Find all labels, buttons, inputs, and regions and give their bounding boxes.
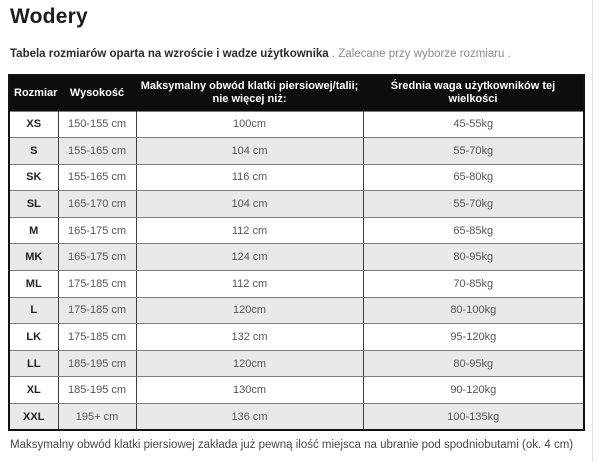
table-row: S 155-165 cm 104 cm 55-70kg: [8, 137, 585, 165]
weight-cell: 80-95kg: [362, 349, 585, 378]
header-waga: Średnia waga użytkowników tej wielkości: [363, 75, 584, 111]
weight-cell: 65-80kg: [362, 163, 585, 192]
chest-cell: 104 cm: [135, 190, 364, 218]
table-row: MK 165-175 cm 124 cm 80-95kg: [8, 243, 585, 272]
header-rozmiar: Rozmiar: [9, 75, 58, 111]
table-row: SL 165-170 cm 104 cm 55-70kg: [8, 190, 585, 218]
table-row: XL 185-195 cm 130cm 90-120kg: [8, 376, 585, 405]
size-cell: MK: [8, 243, 59, 272]
size-table-header: Rozmiar Wysokość Maksymalny obwód klatki…: [9, 75, 584, 111]
weight-cell: 55-70kg: [362, 190, 585, 218]
table-row: SK 155-165 cm 116 cm 65-80kg: [8, 163, 585, 192]
weight-cell: 45-55kg: [362, 110, 585, 139]
chest-cell: 120cm: [135, 349, 364, 378]
size-table: Rozmiar Wysokość Maksymalny obwód klatki…: [8, 74, 585, 432]
chest-cell: 104 cm: [135, 137, 364, 165]
height-cell: 185-195 cm: [57, 349, 137, 378]
height-cell: 165-170 cm: [57, 190, 137, 218]
table-row: LL 185-195 cm 120cm 80-95kg: [8, 349, 585, 378]
height-cell: 175-185 cm: [57, 270, 137, 298]
size-cell: ML: [8, 270, 59, 298]
height-cell: 185-195 cm: [57, 376, 137, 405]
weight-cell: 95-120kg: [362, 323, 585, 351]
chest-cell: 130cm: [135, 376, 364, 405]
weight-cell: 100-135kg: [362, 403, 585, 431]
table-row: L 175-185 cm 120cm 80-100kg: [8, 296, 585, 325]
chest-cell: 116 cm: [135, 163, 364, 192]
table-row: XXL 195+ cm 136 cm 100-135kg: [8, 403, 585, 431]
header-row: Rozmiar Wysokość Maksymalny obwód klatki…: [9, 75, 584, 111]
size-cell: M: [8, 216, 59, 245]
size-cell: LL: [8, 349, 59, 378]
intro-text: Tabela rozmiarów oparta na wzroście i wa…: [10, 47, 511, 61]
height-cell: 175-185 cm: [57, 296, 137, 325]
intro-muted-text: . Zalecane przy wyborze rozmiaru .: [328, 48, 511, 60]
height-cell: 165-175 cm: [57, 216, 137, 245]
weight-cell: 80-95kg: [362, 243, 585, 272]
size-cell: S: [8, 137, 59, 165]
chest-cell: 112 cm: [135, 216, 364, 245]
chest-cell: 124 cm: [135, 243, 364, 272]
chest-cell: 136 cm: [135, 403, 364, 431]
chest-cell: 132 cm: [135, 323, 364, 351]
weight-cell: 80-100kg: [362, 296, 585, 325]
chest-cell: 112 cm: [135, 270, 364, 298]
table-row: M 165-175 cm 112 cm 65-85kg: [8, 216, 585, 245]
table-row: LK 175-185 cm 132 cm 95-120kg: [8, 323, 585, 351]
header-wysokosc: Wysokość: [58, 75, 136, 111]
height-cell: 155-165 cm: [57, 163, 137, 192]
weight-cell: 65-85kg: [362, 216, 585, 245]
size-cell: LK: [8, 323, 59, 351]
size-cell: XL: [8, 376, 59, 405]
weight-cell: 90-120kg: [362, 376, 585, 405]
chest-cell: 100cm: [135, 110, 364, 139]
height-cell: 175-185 cm: [57, 323, 137, 351]
page-title: Wodery: [10, 5, 88, 28]
size-table-body: XS 150-155 cm 100cm 45-55kg S 155-165 cm 104 c…: [8, 110, 585, 431]
height-cell: 155-165 cm: [57, 137, 137, 165]
height-cell: 150-155 cm: [57, 110, 137, 139]
height-cell: 195+ cm: [57, 403, 137, 431]
size-cell: XXL: [8, 403, 59, 431]
table-row: ML 175-185 cm 112 cm 70-85kg: [8, 270, 585, 298]
height-cell: 165-175 cm: [57, 243, 137, 272]
weight-cell: 70-85kg: [362, 270, 585, 298]
table-row: XS 150-155 cm 100cm 45-55kg: [8, 110, 585, 139]
size-cell: SK: [8, 163, 59, 192]
size-cell: SL: [8, 190, 59, 218]
chest-cell: 120cm: [135, 296, 364, 325]
size-cell: L: [8, 296, 59, 325]
weight-cell: 55-70kg: [362, 137, 585, 165]
intro-bold-text: Tabela rozmiarów oparta na wzroście i wa…: [10, 48, 329, 60]
footer-note: Maksymalny obwód klatki piersiowej zakła…: [10, 439, 574, 451]
size-cell: XS: [8, 110, 59, 139]
header-obwod: Maksymalny obwód klatki piersiowej/talii…: [136, 75, 363, 111]
